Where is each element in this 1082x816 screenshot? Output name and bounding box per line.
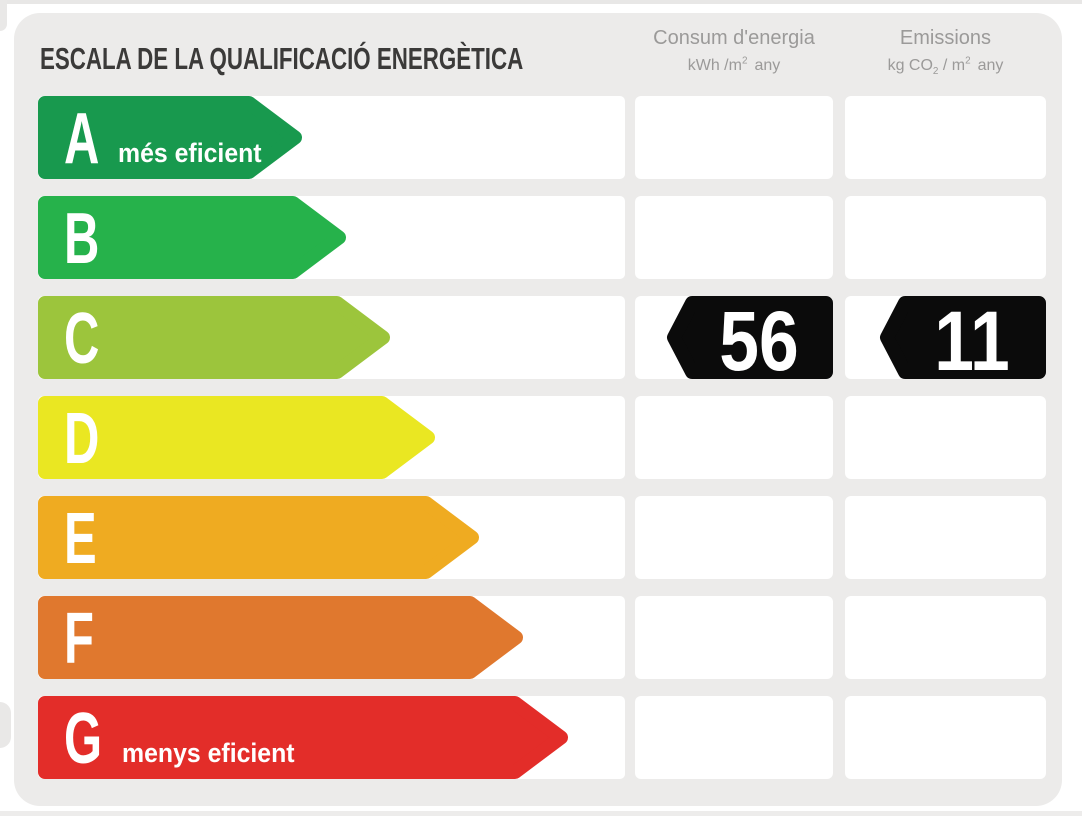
grade-letter: E [64, 499, 97, 579]
grade-bar-content: E [64, 496, 114, 579]
consum-cell [635, 596, 833, 679]
grade-bar-content: C [64, 296, 118, 379]
emissions-cell [845, 96, 1046, 179]
consum-cell: 56 [635, 294, 833, 388]
unit-text: any [754, 57, 781, 74]
edge-artifact [0, 0, 7, 31]
column-title-emissions: Emissions [899, 27, 992, 49]
emissions-cell [845, 396, 1046, 479]
unit-subscript: 2 [932, 66, 939, 78]
unit-text: kg CO [887, 57, 933, 74]
emissions-rating-marker: 11 [878, 294, 1046, 388]
grade-bar-content: A més eficient [64, 96, 274, 179]
grade-bar-arrow-f [38, 596, 523, 679]
consum-cell [635, 396, 833, 479]
grade-bar-arrow-b [38, 196, 346, 279]
emissions-cell [845, 696, 1046, 779]
emissions-cell [845, 196, 1046, 279]
grade-bar-arrow-d [38, 396, 435, 479]
unit-text: / m [938, 57, 966, 74]
grade-bar-content: D [64, 396, 118, 479]
grade-bar-arrow-e [38, 496, 479, 579]
consum-cell [635, 496, 833, 579]
column-unit-consum: kWh /m2 any [635, 55, 833, 75]
emissions-cell: 11 [845, 294, 1046, 388]
emissions-cell [845, 496, 1046, 579]
consum-rating-marker: 56 [665, 294, 833, 388]
edge-strip-top [0, 0, 1082, 4]
column-header-emissions: Emissions kg CO2 / m2 any [845, 26, 1046, 78]
unit-superscript: 2 [965, 55, 971, 67]
consum-cell [635, 96, 833, 179]
unit-text: kWh /m [687, 57, 742, 74]
column-unit-emissions: kg CO2 / m2 any [845, 55, 1046, 78]
scale-row-g: G menys eficient [14, 696, 1062, 779]
grade-bar-content: G menys eficient [64, 696, 310, 779]
consum-cell [635, 196, 833, 279]
unit-superscript: 2 [741, 55, 748, 67]
grade-note: menys eficient [122, 738, 295, 768]
scale-row-f: F [14, 596, 1062, 679]
grade-letter: A [64, 99, 100, 179]
scale-row-e: E [14, 496, 1062, 579]
grade-letter: C [64, 299, 100, 379]
grade-letter: G [64, 699, 103, 779]
emissions-rating-value: 11 [934, 294, 1010, 388]
grade-letter: B [64, 199, 100, 279]
page-title: ESCALA DE LA QUALIFICACIÓ ENERGÈTICA [40, 41, 524, 76]
grade-letter: F [64, 599, 94, 679]
consum-cell [635, 696, 833, 779]
grade-bar-content: F [64, 596, 110, 679]
scale-row-c: C 56 11 [14, 294, 1062, 388]
emissions-cell [845, 596, 1046, 679]
grade-note: més eficient [118, 138, 262, 168]
edge-artifact [0, 702, 11, 748]
edge-strip-bottom [0, 811, 1082, 816]
scale-row-a: A més eficient [14, 96, 1062, 179]
scale-row-d: D [14, 396, 1062, 479]
energy-rating-panel: ESCALA DE LA QUALIFICACIÓ ENERGÈTICA Con… [14, 13, 1062, 806]
scale-row-b: B [14, 196, 1062, 279]
grade-bar-arrow-g [38, 696, 568, 779]
grade-letter: D [64, 399, 100, 479]
grade-bar-arrow-a [38, 96, 302, 179]
consum-rating-value: 56 [719, 294, 799, 388]
grade-bar-arrow-c [38, 296, 390, 379]
unit-text: any [977, 57, 1004, 74]
grade-bar-content: B [64, 196, 118, 279]
column-title-consum: Consum d'energia [653, 27, 815, 49]
column-header-consum: Consum d'energia kWh /m2 any [635, 26, 833, 75]
